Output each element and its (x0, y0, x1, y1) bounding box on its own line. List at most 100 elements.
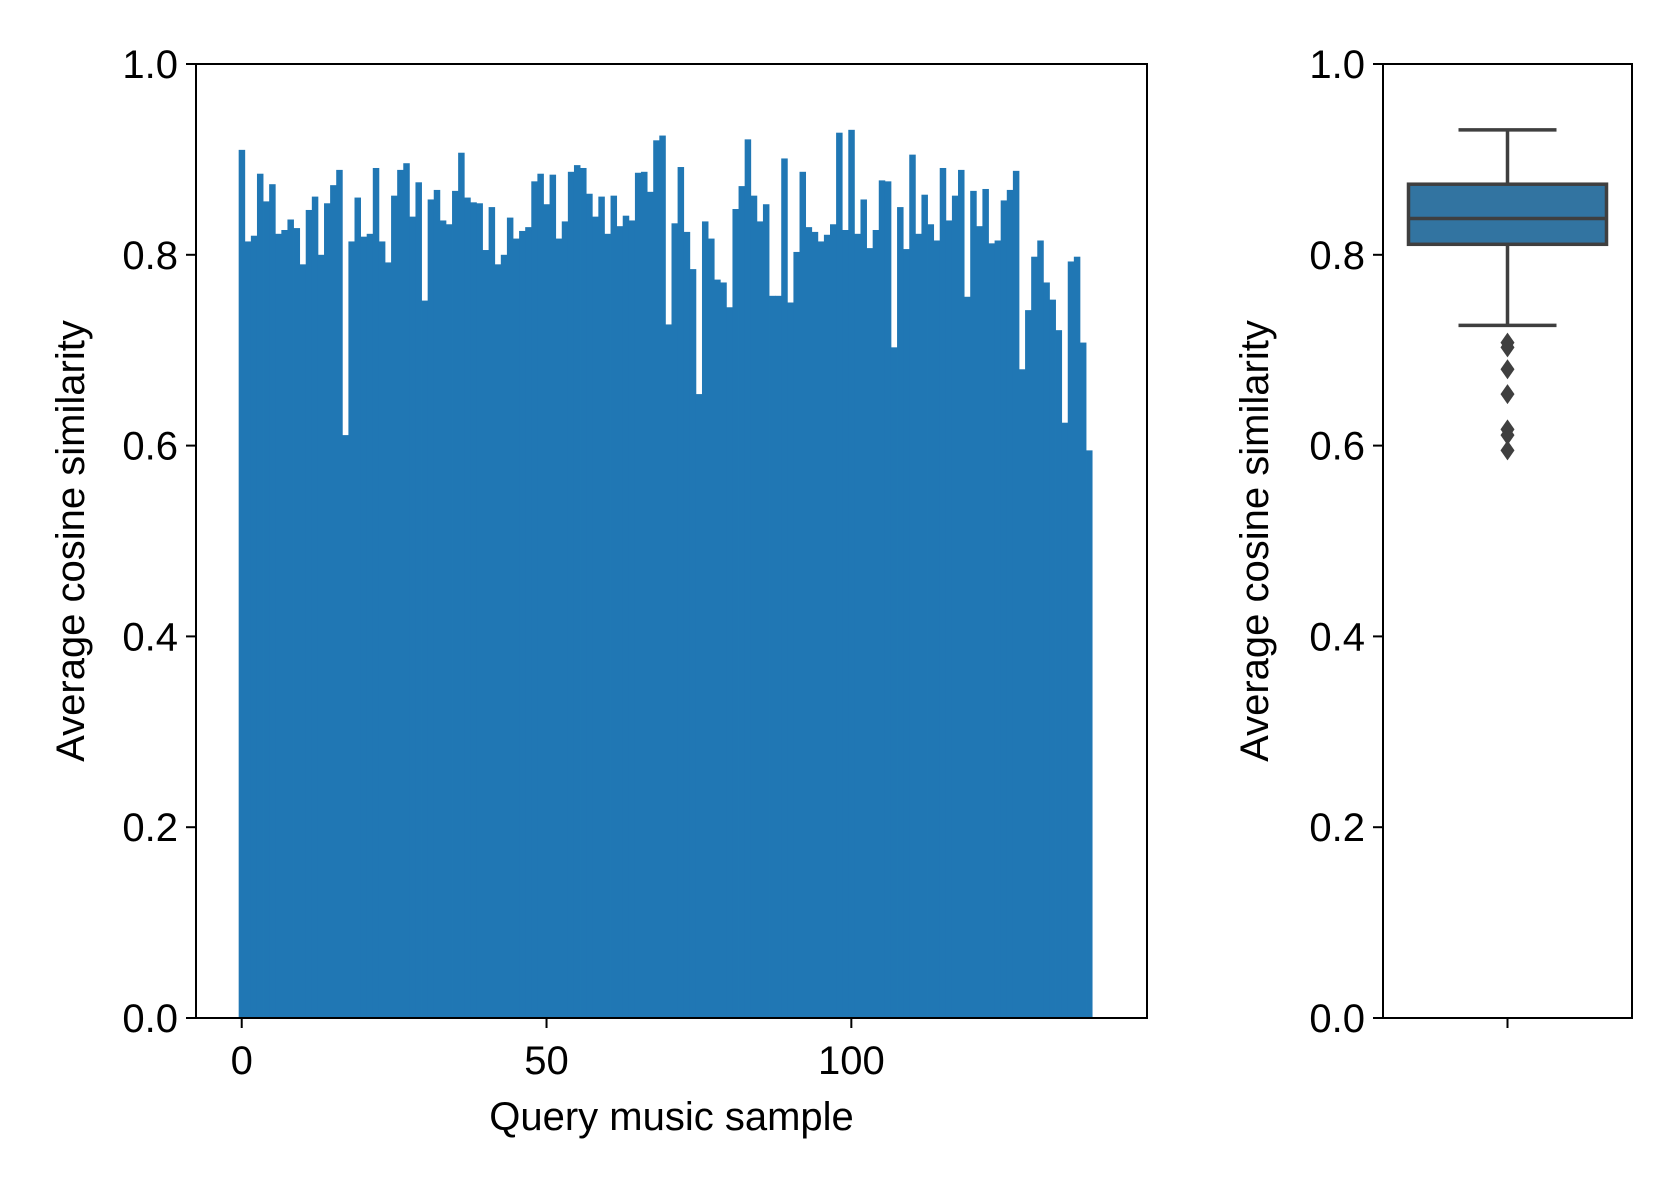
bar (555, 238, 563, 1018)
bar (567, 171, 575, 1018)
bar (397, 169, 404, 1019)
bar (427, 199, 435, 1018)
bar (464, 197, 471, 1018)
bar (1012, 170, 1020, 1018)
outlier-point (1500, 440, 1515, 461)
bar (884, 181, 892, 1019)
bar (317, 254, 325, 1019)
bar-chart: 0.0 0.2 0.4 0.6 0.8 1.0 0 50 100 Query music sa… (49, 43, 1148, 1139)
bar-chart-y-ticks: 0.0 0.2 0.4 0.6 0.8 1.0 (122, 43, 196, 1041)
bar (781, 158, 788, 1019)
bar (976, 226, 983, 1018)
bar (244, 241, 252, 1019)
bar (641, 171, 648, 1018)
bar (415, 182, 422, 1018)
bar (1043, 282, 1050, 1018)
bar (1061, 422, 1069, 1019)
bar (616, 226, 624, 1018)
bar (519, 230, 526, 1018)
y-tick-label: 1.0 (122, 43, 178, 87)
x-tick-label: 50 (524, 1039, 569, 1083)
bar (488, 207, 496, 1019)
bar-chart-x-axis-title: Query music sample (489, 1095, 854, 1139)
bar (391, 195, 398, 1019)
bar (384, 262, 392, 1018)
bar (330, 185, 337, 1018)
bar (378, 241, 386, 1019)
bar (811, 231, 819, 1019)
bar (1073, 256, 1081, 1018)
bar (683, 231, 691, 1019)
bar (744, 139, 752, 1019)
bar (525, 227, 532, 1018)
bar (921, 194, 928, 1018)
bar (994, 240, 1002, 1019)
bar (738, 186, 746, 1018)
bar (671, 223, 678, 1018)
x-tick-label: 100 (818, 1039, 885, 1083)
bar (817, 241, 825, 1019)
bar (1000, 200, 1008, 1018)
bar-series (238, 129, 1093, 1019)
box-plot-elements (1406, 128, 1609, 461)
bar (842, 229, 849, 1019)
y-tick-label: 0.0 (1309, 997, 1365, 1041)
bar (872, 229, 880, 1019)
bar (1018, 369, 1026, 1018)
iqr-box (1406, 182, 1609, 247)
bar (238, 149, 246, 1019)
y-tick-label: 0.4 (1309, 615, 1365, 659)
outlier-point (1500, 359, 1515, 380)
bar (945, 220, 953, 1018)
bar (610, 195, 618, 1019)
bar (848, 129, 855, 1019)
bar-chart-x-ticks: 0 50 100 (231, 1018, 885, 1083)
bar (445, 224, 453, 1019)
bar (586, 193, 593, 1018)
bar (622, 215, 630, 1018)
bar (665, 324, 672, 1018)
bar (476, 203, 483, 1018)
bar (494, 264, 502, 1019)
bar (823, 234, 831, 1019)
bar (793, 251, 800, 1019)
bar (1031, 256, 1038, 1018)
bar (263, 201, 270, 1019)
bar (677, 167, 685, 1019)
outlier-point (1500, 337, 1515, 358)
bar (1049, 299, 1056, 1018)
bar (951, 195, 959, 1019)
bar (927, 224, 935, 1019)
bar (366, 233, 374, 1018)
bar (513, 238, 520, 1018)
bar (897, 207, 904, 1019)
bar (604, 233, 611, 1018)
bar (482, 250, 490, 1018)
bar (726, 307, 733, 1018)
bar (580, 167, 587, 1019)
bar (543, 204, 550, 1018)
bar (915, 233, 922, 1018)
box-plot-y-ticks: 0.0 0.2 0.4 0.6 0.8 1.0 (1309, 43, 1383, 1041)
y-tick-label: 1.0 (1309, 43, 1365, 87)
box-plot-y-axis-title: Average cosine similarity (1233, 320, 1277, 762)
bar (701, 221, 709, 1018)
bar (933, 240, 941, 1019)
bar (1037, 240, 1044, 1019)
bar (354, 197, 361, 1018)
y-tick-label: 0.8 (1309, 234, 1365, 278)
bar (281, 229, 288, 1019)
bar (549, 174, 557, 1018)
bar (324, 203, 331, 1018)
bar (342, 435, 349, 1019)
bar (506, 217, 514, 1018)
bar (250, 235, 258, 1019)
bar (573, 165, 581, 1018)
y-tick-label: 0.4 (122, 615, 178, 659)
bar (958, 169, 965, 1019)
y-tick-label: 0.6 (122, 425, 178, 469)
bar (830, 224, 837, 1019)
bar (854, 233, 861, 1018)
bar (348, 241, 355, 1019)
